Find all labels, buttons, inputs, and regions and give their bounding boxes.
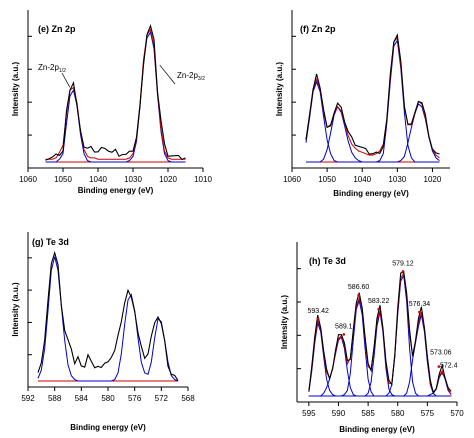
y-axis-title: Intensity (a.u.) <box>11 62 20 117</box>
series-raw-1 <box>37 250 179 381</box>
peak-label: 583.22 <box>368 298 390 305</box>
x-tick-label: 572 <box>155 394 169 403</box>
x-tick-label: 575 <box>421 409 435 418</box>
x-tick-label: 580 <box>101 394 115 403</box>
peak-marker <box>377 307 380 311</box>
panel-label: (e) Zn 2p <box>38 24 76 34</box>
panel-label: (h) Te 3d <box>309 256 346 266</box>
y-axis-title: Intensity (a.u.) <box>280 295 289 350</box>
y-axis-title: Intensity (a.u.) <box>275 62 284 117</box>
annotation-label: Zn-2p1/2 <box>38 63 66 74</box>
x-tick-label: 580 <box>391 409 405 418</box>
peak-marker <box>316 317 320 321</box>
x-tick-label: 1060 <box>283 175 301 184</box>
x-axis-title: Binding energy (eV) <box>78 186 154 195</box>
x-tick-label: 1040 <box>353 175 371 184</box>
peak-label: 576.34 <box>409 301 431 308</box>
x-tick-label: 1020 <box>159 175 177 184</box>
panel-1: 1060 1050 1040 1030 1020 1010 Binding energy (… <box>11 10 212 195</box>
x-tick-label: 588 <box>48 394 62 403</box>
x-tick-label: 1060 <box>19 175 37 184</box>
peak-marker <box>401 270 405 273</box>
x-tick-label: 1050 <box>54 175 72 184</box>
peak-marker <box>418 310 421 314</box>
panel-label: (f) Zn 2p <box>300 24 336 34</box>
x-tick-label: 568 <box>181 394 195 403</box>
x-tick-label: 590 <box>332 409 346 418</box>
annotation-arrow <box>61 72 71 88</box>
x-tick-label: 595 <box>302 409 316 418</box>
series-fit-1 <box>45 28 186 160</box>
x-tick-label: 592 <box>21 394 35 403</box>
x-tick-label: 1030 <box>388 175 406 184</box>
series-component-1 <box>305 39 440 163</box>
peak-label: 572.4 <box>440 363 458 370</box>
peak-marker <box>437 365 441 368</box>
series-component-7 <box>308 371 452 397</box>
peak-label: 593.42 <box>308 308 330 315</box>
panel-4: 595 590 585 580 575 570 Binding energy (eV) Int… <box>280 242 464 434</box>
annotation-subscript: 3/2 <box>198 76 205 82</box>
peak-marker <box>357 293 360 297</box>
peak-label: 589.1 <box>335 323 353 330</box>
panel-label: (g) Te 3d <box>32 237 69 247</box>
panel-3: 592 588 584 580 576 572 568 Binding energy (eV)… <box>11 232 195 432</box>
x-tick-label: 1010 <box>194 175 212 184</box>
x-tick-label: 576 <box>128 394 142 403</box>
panel-2: 1060 1050 1040 1030 1020 Binding energy (eV) I… <box>275 10 450 198</box>
peak-label: 573.06 <box>430 350 452 357</box>
peak-marker <box>441 372 445 375</box>
annotation-arrow <box>159 64 176 85</box>
x-tick-label: 1020 <box>424 175 442 184</box>
series-raw-1 <box>308 270 452 395</box>
y-axis-title: Intensity (a.u.) <box>11 282 20 337</box>
x-tick-label: 585 <box>361 409 375 418</box>
x-tick-label: 570 <box>450 409 464 418</box>
x-tick-label: 1040 <box>89 175 107 184</box>
series-raw-1 <box>45 24 186 161</box>
series-component-2 <box>308 336 452 397</box>
series-raw-1 <box>305 33 440 155</box>
x-tick-label: 1030 <box>124 175 142 184</box>
peak-marker <box>342 333 346 336</box>
x-axis-title: Binding energy (eV) <box>339 425 415 434</box>
series-component-1 <box>308 323 452 397</box>
annotation-label: Zn-2p3/2 <box>177 71 205 82</box>
annotation-subscript: 1/2 <box>59 68 66 74</box>
x-axis-title: Binding energy (eV) <box>333 189 409 198</box>
peak-label: 579.12 <box>392 260 414 267</box>
series-fit-1 <box>305 36 440 159</box>
x-tick-label: 1050 <box>318 175 336 184</box>
x-tick-label: 584 <box>75 394 89 403</box>
x-axis-title: Binding energy (eV) <box>70 423 146 432</box>
peak-label: 586.60 <box>348 284 370 291</box>
